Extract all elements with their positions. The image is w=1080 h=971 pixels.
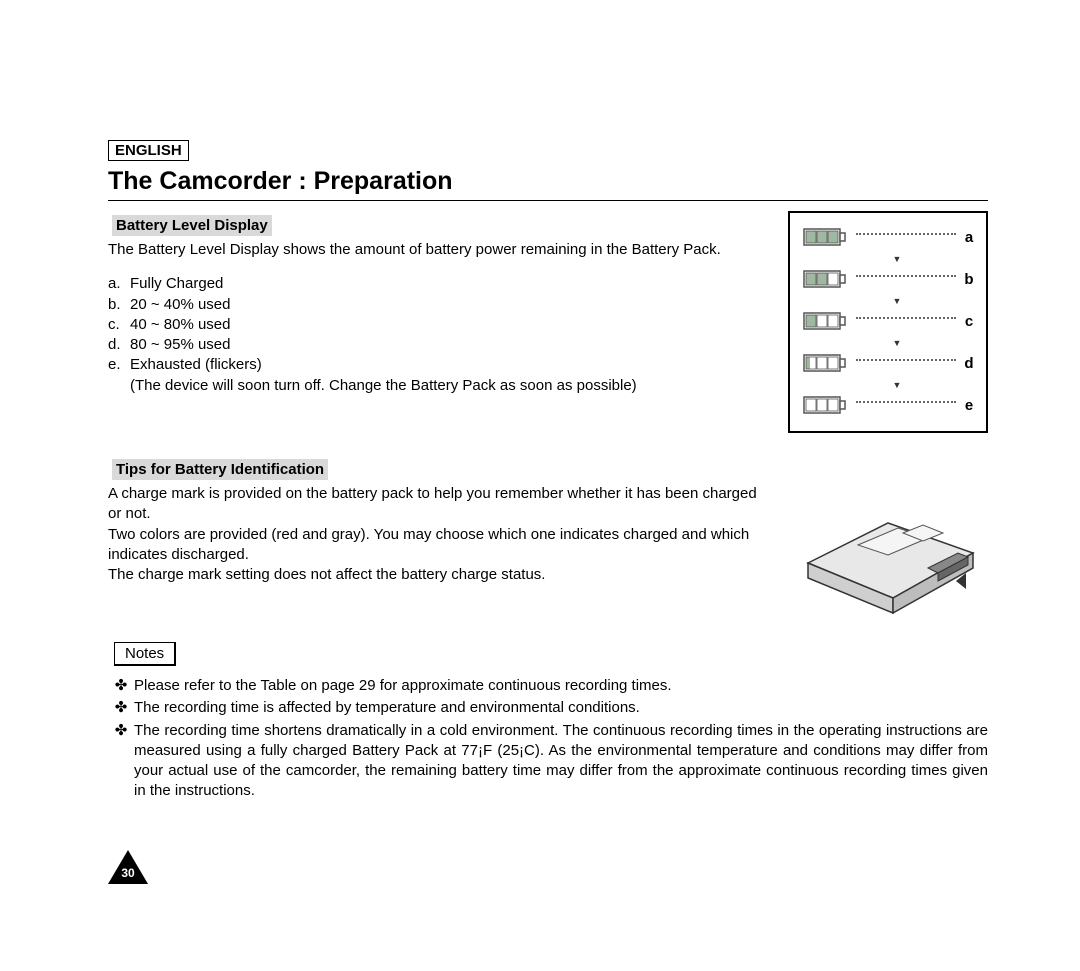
- list-text: 40 ~ 80% used: [130, 315, 770, 335]
- battery-icon: [800, 395, 850, 415]
- battery-icon: [800, 311, 850, 331]
- section2-text-column: Tips for Battery Identification A charge…: [108, 455, 770, 599]
- battery-level-list: a. Fully Charged b. 20 ~ 40% used c. 40 …: [108, 274, 770, 396]
- list-subnote: (The device will soon turn off. Change t…: [108, 376, 770, 396]
- leader-dots: [856, 275, 956, 277]
- list-item: a. Fully Charged: [108, 274, 770, 294]
- note-bullet: ✤The recording time is affected by tempe…: [108, 698, 988, 718]
- list-text: Exhausted (flickers): [130, 355, 770, 375]
- list-text: 20 ~ 40% used: [130, 295, 770, 315]
- section2-para1: A charge mark is provided on the battery…: [108, 484, 770, 525]
- battery-level-label: e: [962, 397, 976, 414]
- section2-para2: Two colors are provided (red and gray). …: [108, 525, 770, 566]
- page-title: The Camcorder : Preparation: [108, 167, 988, 196]
- battery-level-row: d: [800, 349, 976, 377]
- list-letter: c.: [108, 315, 130, 335]
- battery-icon: [800, 269, 850, 289]
- note-text: Please refer to the Table on page 29 for…: [134, 676, 988, 696]
- section-battery-level: Battery Level Display The Battery Level …: [108, 211, 988, 433]
- list-item: d. 80 ~ 95% used: [108, 335, 770, 355]
- leader-dots: [856, 233, 956, 235]
- bullet-icon: ✤: [108, 676, 134, 696]
- manual-page: ENGLISH The Camcorder : Preparation Batt…: [108, 140, 988, 804]
- list-letter: a.: [108, 274, 130, 294]
- section2-heading: Tips for Battery Identification: [112, 459, 328, 480]
- list-item: e. Exhausted (flickers): [108, 355, 770, 375]
- battery-level-label: d: [962, 355, 976, 372]
- leader-dots: [856, 317, 956, 319]
- leader-dots: [856, 401, 956, 403]
- bullet-icon: ✤: [108, 698, 134, 718]
- notes-bullet-list: ✤Please refer to the Table on page 29 fo…: [108, 676, 988, 802]
- language-badge: ENGLISH: [108, 140, 189, 161]
- bullet-icon: ✤: [108, 721, 134, 802]
- battery-pack-illustration: [788, 473, 988, 623]
- page-number: 30: [108, 866, 148, 880]
- list-item: b. 20 ~ 40% used: [108, 295, 770, 315]
- list-text: Fully Charged: [130, 274, 770, 294]
- battery-icon: [800, 227, 850, 247]
- note-text: The recording time shortens dramatically…: [134, 721, 988, 802]
- page-number-triangle-icon: 30: [108, 850, 148, 884]
- battery-level-figure: a ▼ b ▼ c ▼ d ▼ e: [788, 211, 988, 433]
- section1-heading: Battery Level Display: [112, 215, 272, 236]
- section1-figure-column: a ▼ b ▼ c ▼ d ▼ e: [788, 211, 988, 433]
- battery-level-label: a: [962, 229, 976, 246]
- section1-intro: The Battery Level Display shows the amou…: [108, 240, 770, 260]
- section-battery-tips: Tips for Battery Identification A charge…: [108, 455, 988, 628]
- list-letter: d.: [108, 335, 130, 355]
- notes-section: Notes ✤Please refer to the Table on page…: [108, 628, 988, 802]
- note-bullet: ✤The recording time shortens dramaticall…: [108, 721, 988, 802]
- section2-figure-column: [788, 455, 988, 628]
- down-arrow-icon: ▼: [818, 297, 976, 305]
- down-arrow-icon: ▼: [818, 255, 976, 263]
- battery-level-label: c: [962, 313, 976, 330]
- note-bullet: ✤Please refer to the Table on page 29 fo…: [108, 676, 988, 696]
- title-rule: [108, 200, 988, 201]
- battery-level-row: e: [800, 391, 976, 419]
- list-letter: e.: [108, 355, 130, 375]
- list-item: c. 40 ~ 80% used: [108, 315, 770, 335]
- list-letter: b.: [108, 295, 130, 315]
- section2-para3: The charge mark setting does not affect …: [108, 565, 770, 585]
- section1-text-column: Battery Level Display The Battery Level …: [108, 211, 770, 396]
- battery-level-label: b: [962, 271, 976, 288]
- battery-level-row: a: [800, 223, 976, 251]
- list-text: 80 ~ 95% used: [130, 335, 770, 355]
- notes-label: Notes: [114, 642, 176, 666]
- down-arrow-icon: ▼: [818, 381, 976, 389]
- battery-level-row: b: [800, 265, 976, 293]
- note-text: The recording time is affected by temper…: [134, 698, 988, 718]
- battery-icon: [800, 353, 850, 373]
- leader-dots: [856, 359, 956, 361]
- down-arrow-icon: ▼: [818, 339, 976, 347]
- battery-level-row: c: [800, 307, 976, 335]
